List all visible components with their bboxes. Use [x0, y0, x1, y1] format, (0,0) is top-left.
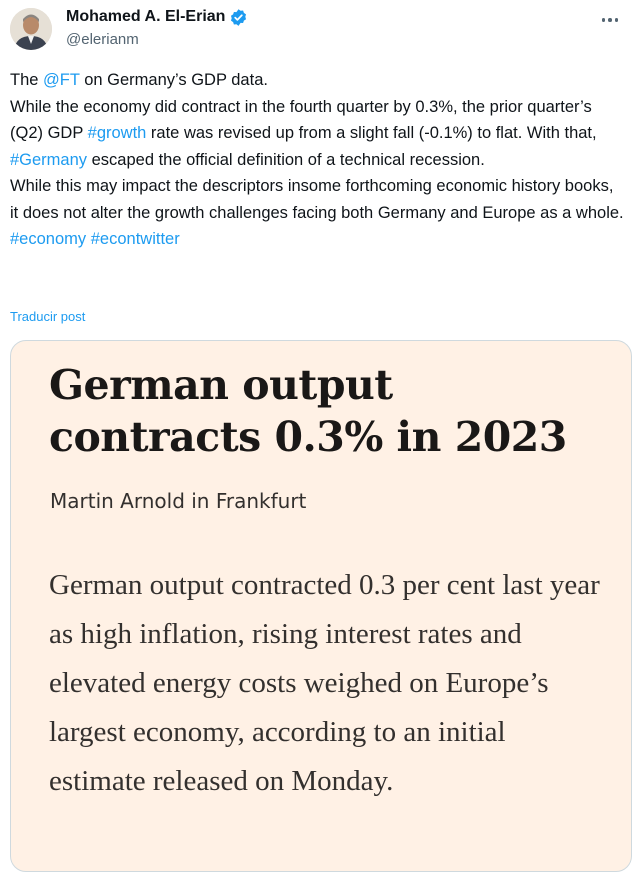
article-byline: Martin Arnold in Frankfurt — [50, 489, 307, 513]
hashtag-row: #economy #econtwitter — [10, 226, 626, 253]
avatar[interactable] — [10, 8, 52, 50]
tweet-text-segment: While the economy did contract in the fo… — [10, 97, 592, 143]
tweet-text-segment: rate was revised up from a slight fall (… — [146, 124, 597, 142]
tweet-text-segment: The — [10, 71, 44, 89]
article-headline: German output contracts 0.3% in 2023 — [49, 361, 567, 461]
translate-post-link[interactable]: Traducir post — [10, 309, 86, 324]
hashtag-germany-link[interactable]: #Germany — [10, 150, 88, 169]
profile-photo-icon — [10, 8, 52, 50]
author-handle[interactable]: @elerianm — [66, 31, 139, 48]
more-options-icon[interactable] — [596, 10, 624, 30]
article-body: German output contracted 0.3 per cent la… — [49, 569, 600, 797]
verified-badge-icon — [231, 8, 247, 26]
hashtag-econtwitter-link[interactable]: #econtwitter — [90, 230, 180, 248]
tweet-text: The @FT on Germany’s GDP data. While the… — [10, 67, 626, 253]
tweet-paragraph: While this may impact the descriptors in… — [10, 177, 624, 222]
tweet-paragraph: While the economy did contract in the fo… — [10, 94, 626, 174]
hashtag-growth-link[interactable]: #growth — [87, 124, 147, 142]
mention-ft-link[interactable]: @FT — [43, 71, 80, 89]
tweet-text-segment: on Germany’s GDP data. — [79, 71, 268, 89]
hashtag-economy-link[interactable]: #economy — [10, 230, 87, 248]
author-block: Mohamed A. El-Erian @elerianm — [66, 7, 248, 50]
author-name[interactable]: Mohamed A. El-Erian — [66, 8, 226, 25]
tweet-text-segment: escaped the official definition of a tec… — [87, 150, 485, 169]
tweet-paragraph: The @FT on Germany’s GDP data. — [10, 67, 626, 94]
article-card[interactable]: German output contracts 0.3% in 2023 Mar… — [10, 340, 632, 872]
